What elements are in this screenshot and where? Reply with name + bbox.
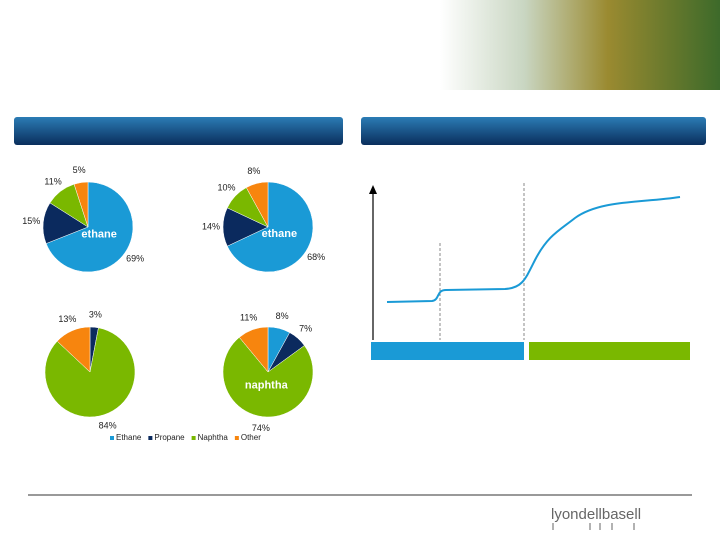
pie-slice xyxy=(238,326,269,373)
pie-slice xyxy=(45,181,134,273)
legend-label: Other xyxy=(241,433,261,442)
pie-slice xyxy=(226,181,314,273)
slice-label: 84% xyxy=(99,421,117,431)
concept-diagram xyxy=(369,183,690,360)
section-bar xyxy=(361,117,706,145)
slice-label: 7% xyxy=(299,324,312,334)
slice-label: 8% xyxy=(276,311,289,321)
slice-name: ethane xyxy=(81,228,116,240)
pie-slice xyxy=(44,327,136,418)
slice-label: 3% xyxy=(89,310,102,320)
legend-swatch xyxy=(110,436,114,440)
slice-label: 11% xyxy=(240,313,257,323)
legend-swatch xyxy=(191,436,196,440)
pie-slice xyxy=(245,181,269,228)
slice-label: 69% xyxy=(126,253,144,263)
slice-label: 11% xyxy=(44,176,61,186)
legend-label: Propane xyxy=(154,433,185,442)
pie-slice xyxy=(56,326,91,373)
legend-label: Naphtha xyxy=(198,433,229,442)
slice-label: 74% xyxy=(252,423,270,433)
slice-label: 13% xyxy=(58,314,76,324)
legend-label: Ethane xyxy=(116,433,142,442)
header-image xyxy=(440,0,720,90)
logo: lyondellbasell xyxy=(551,506,641,523)
slice-label: 10% xyxy=(217,182,235,192)
slice-label: 14% xyxy=(202,221,220,231)
slice-name: ethane xyxy=(262,228,297,240)
slice-label: 15% xyxy=(22,216,40,226)
legend-swatch xyxy=(148,436,153,440)
pie-slice xyxy=(73,181,89,228)
slice-label: 5% xyxy=(73,165,86,175)
logo-ticks xyxy=(552,523,635,530)
slice-name: naphtha xyxy=(245,379,289,391)
section-bar xyxy=(14,117,343,145)
legend-swatch xyxy=(234,436,239,440)
pie-slice xyxy=(222,336,314,418)
slice-label: 68% xyxy=(307,252,325,262)
slice-label: 8% xyxy=(247,166,260,176)
